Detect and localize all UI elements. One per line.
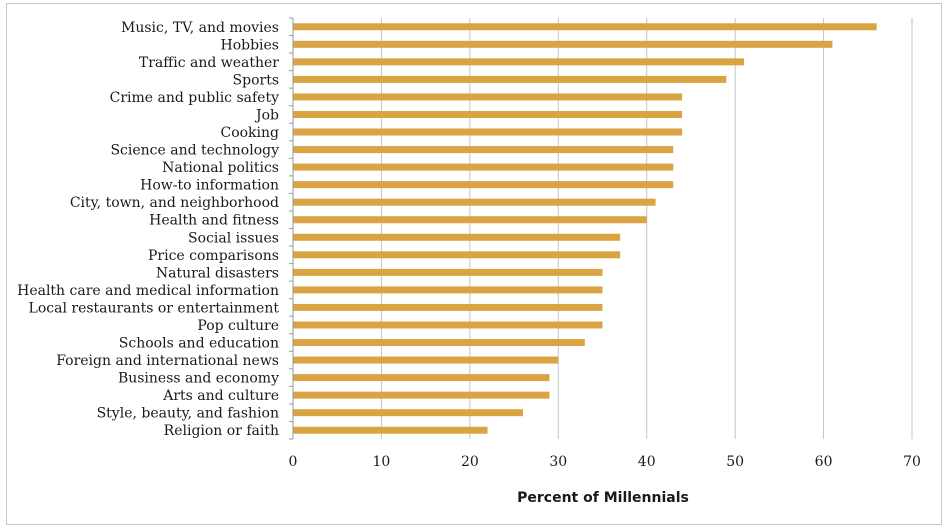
bar <box>293 251 621 259</box>
category-label: National politics <box>162 160 279 176</box>
category-label: Price comparisons <box>148 248 279 264</box>
bar <box>293 181 674 189</box>
x-tick-label: 10 <box>373 454 391 470</box>
x-tick-label: 40 <box>638 454 656 470</box>
category-label: Religion or faith <box>164 423 279 439</box>
bar <box>293 128 683 136</box>
category-label: Cooking <box>220 125 279 141</box>
category-label: Arts and culture <box>162 388 279 404</box>
bar <box>293 163 674 171</box>
category-label: City, town, and neighborhood <box>70 195 279 211</box>
category-label: Foreign and international news <box>56 353 279 369</box>
bar <box>293 286 603 294</box>
bar <box>293 391 550 399</box>
x-axis-title: Percent of Millennials <box>517 490 689 506</box>
bar <box>293 216 647 224</box>
x-tick-labels: 0 10 20 30 40 50 60 70 <box>289 454 921 470</box>
chart-frame <box>6 3 942 525</box>
bar <box>293 93 683 101</box>
category-label: Hobbies <box>220 37 279 53</box>
gridlines <box>289 17 913 440</box>
bar <box>293 198 656 206</box>
category-label: Crime and public safety <box>110 90 279 106</box>
bar <box>293 23 877 31</box>
category-label: Natural disasters <box>156 265 279 281</box>
category-label: Business and economy <box>118 371 279 387</box>
category-label: Health and fitness <box>149 213 279 229</box>
category-label: Health care and medical information <box>17 283 279 299</box>
category-label: Science and technology <box>110 143 279 159</box>
x-tick-label: 50 <box>726 454 744 470</box>
x-tick-label: 0 <box>289 454 298 470</box>
category-label: Style, beauty, and fashion <box>97 406 279 422</box>
x-tick-label: 60 <box>815 454 833 470</box>
bar <box>293 110 683 118</box>
bar <box>293 356 559 364</box>
bars <box>293 23 877 434</box>
bar <box>293 146 674 154</box>
bar <box>293 409 523 417</box>
bar <box>293 303 603 311</box>
bar <box>293 40 833 48</box>
category-label: Traffic and weather <box>139 55 279 71</box>
x-tick-label: 70 <box>903 454 921 470</box>
x-tick-label: 30 <box>549 454 567 470</box>
bar <box>293 268 603 276</box>
bar <box>293 426 488 434</box>
x-tick-label: 20 <box>461 454 479 470</box>
category-label: Job <box>254 107 279 123</box>
bar <box>293 374 550 382</box>
category-label: How-to information <box>140 178 279 194</box>
category-label: Social issues <box>188 230 279 246</box>
bar <box>293 339 585 347</box>
bar <box>293 233 621 241</box>
bar <box>293 58 744 66</box>
category-label: Music, TV, and movies <box>121 20 279 36</box>
category-label: Schools and education <box>119 336 279 352</box>
category-label: Sports <box>233 72 279 88</box>
bar <box>293 321 603 329</box>
category-label: Local restaurants or entertainment <box>29 300 280 316</box>
category-label: Pop culture <box>197 318 279 334</box>
bar <box>293 75 727 83</box>
